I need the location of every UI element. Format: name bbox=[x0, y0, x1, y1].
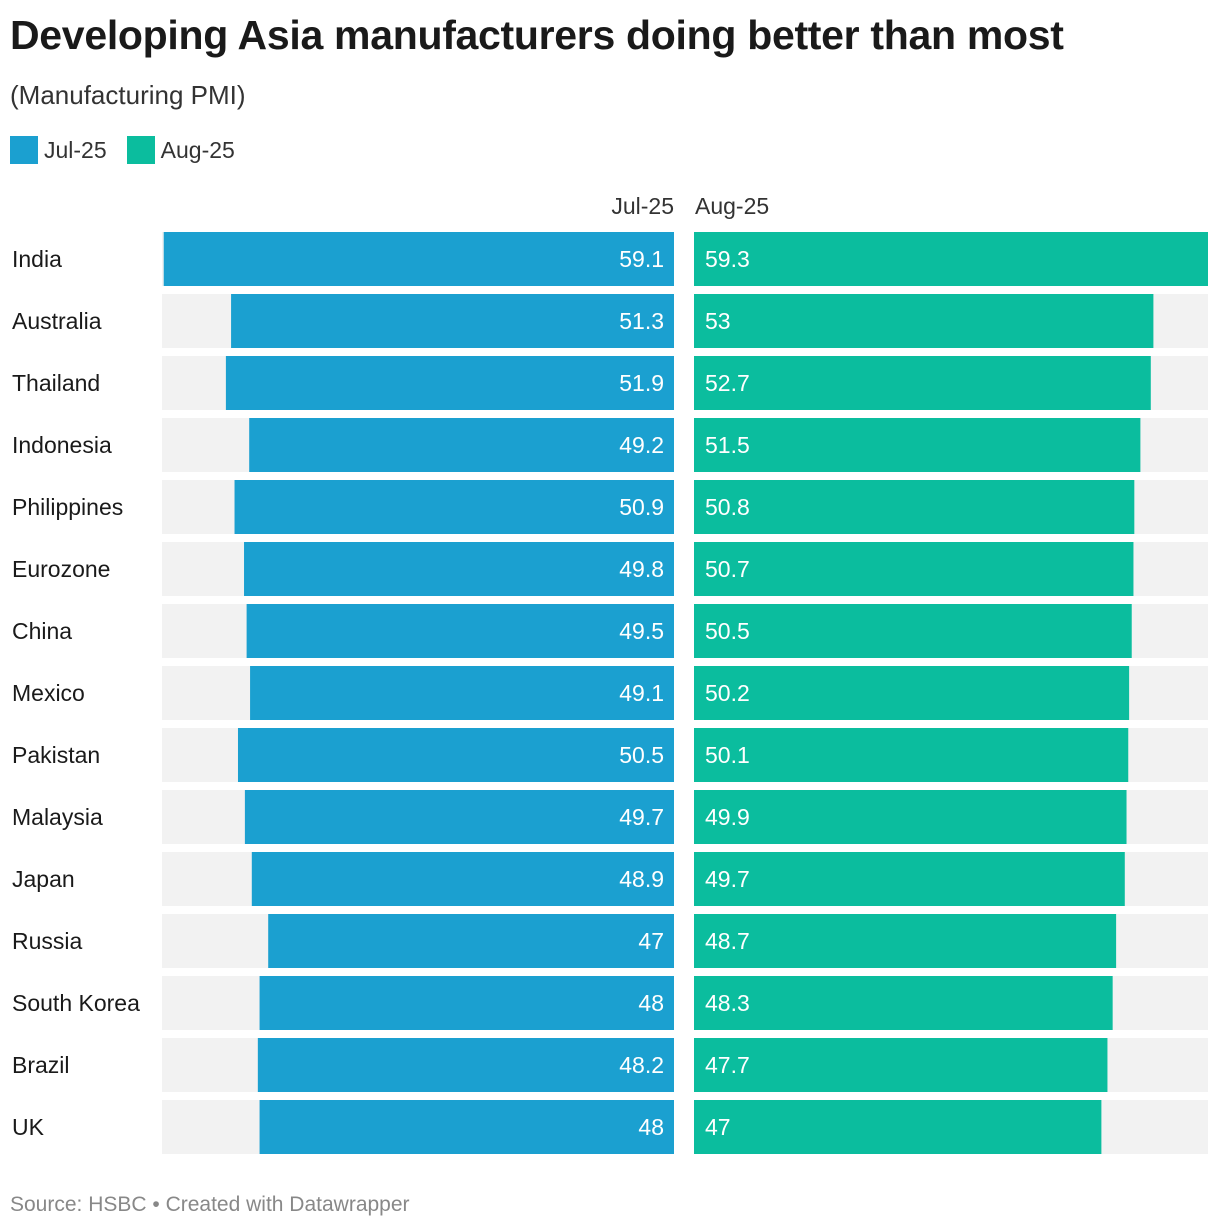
bar-aug-brazil bbox=[694, 1038, 1108, 1092]
row-label-thailand: Thailand bbox=[12, 370, 100, 396]
bar-aug-eurozone bbox=[694, 542, 1134, 596]
value-aug-china: 50.5 bbox=[705, 618, 750, 644]
bar-aug-india bbox=[694, 232, 1208, 286]
bar-jul-eurozone bbox=[244, 542, 674, 596]
value-aug-pakistan: 50.1 bbox=[705, 742, 750, 768]
row-label-malaysia: Malaysia bbox=[12, 804, 103, 830]
value-jul-india: 59.1 bbox=[619, 246, 664, 272]
row-label-japan: Japan bbox=[12, 866, 75, 892]
legend-label-aug: Aug-25 bbox=[160, 136, 235, 163]
bar-jul-russia bbox=[268, 914, 674, 968]
value-jul-malaysia: 49.7 bbox=[619, 804, 664, 830]
value-aug-japan: 49.7 bbox=[705, 866, 750, 892]
row-label-china: China bbox=[12, 618, 72, 644]
value-jul-china: 49.5 bbox=[619, 618, 664, 644]
bar-aug-south-korea bbox=[694, 976, 1113, 1030]
legend-item-aug: Aug-25 bbox=[126, 136, 235, 164]
value-aug-australia: 53 bbox=[705, 308, 731, 334]
bar-jul-philippines bbox=[234, 480, 675, 534]
value-aug-south-korea: 48.3 bbox=[705, 990, 750, 1016]
row-label-russia: Russia bbox=[12, 928, 83, 954]
column-header-aug: Aug-25 bbox=[695, 193, 770, 219]
bar-aug-japan bbox=[694, 852, 1125, 906]
legend-swatch-jul bbox=[10, 136, 38, 164]
bar-aug-philippines bbox=[694, 480, 1135, 534]
value-jul-south-korea: 48 bbox=[638, 990, 664, 1016]
row-label-india: India bbox=[12, 246, 62, 272]
value-aug-eurozone: 50.7 bbox=[705, 556, 750, 582]
bar-aug-thailand bbox=[694, 356, 1151, 410]
row-label-philippines: Philippines bbox=[12, 494, 123, 520]
bar-aug-uk bbox=[694, 1100, 1102, 1154]
bar-jul-mexico bbox=[250, 666, 675, 720]
value-jul-mexico: 49.1 bbox=[619, 680, 664, 706]
legend-item-jul: Jul-25 bbox=[10, 136, 107, 164]
row-label-indonesia: Indonesia bbox=[12, 432, 112, 458]
value-jul-uk: 48 bbox=[638, 1114, 664, 1140]
bar-jul-uk bbox=[259, 1100, 674, 1154]
legend-swatch-aug bbox=[126, 136, 155, 164]
value-jul-japan: 48.9 bbox=[619, 866, 664, 892]
row-label-south-korea: South Korea bbox=[12, 990, 140, 1016]
bar-jul-malaysia bbox=[244, 790, 674, 844]
bar-aug-mexico bbox=[694, 666, 1130, 720]
row-label-pakistan: Pakistan bbox=[12, 742, 100, 768]
row-label-uk: UK bbox=[12, 1114, 45, 1140]
value-aug-indonesia: 51.5 bbox=[705, 432, 750, 458]
bar-jul-south-korea bbox=[259, 976, 674, 1030]
column-header-jul: Jul-25 bbox=[611, 193, 674, 219]
chart-title: Developing Asia manufacturers doing bett… bbox=[10, 12, 1064, 58]
value-jul-eurozone: 49.8 bbox=[619, 556, 664, 582]
bar-jul-thailand bbox=[225, 356, 674, 410]
value-jul-pakistan: 50.5 bbox=[619, 742, 664, 768]
value-aug-philippines: 50.8 bbox=[705, 494, 750, 520]
legend: Jul-25 Aug-25 bbox=[10, 136, 235, 164]
value-jul-thailand: 51.9 bbox=[619, 370, 664, 396]
row-label-mexico: Mexico bbox=[12, 680, 85, 706]
bar-aug-pakistan bbox=[694, 728, 1129, 782]
value-jul-russia: 47 bbox=[638, 928, 664, 954]
value-jul-indonesia: 49.2 bbox=[619, 432, 664, 458]
value-aug-malaysia: 49.9 bbox=[705, 804, 750, 830]
bar-jul-brazil bbox=[257, 1038, 674, 1092]
bar-jul-india bbox=[163, 232, 674, 286]
value-jul-australia: 51.3 bbox=[619, 308, 664, 334]
row-label-australia: Australia bbox=[12, 308, 102, 334]
bar-jul-japan bbox=[251, 852, 675, 906]
bar-aug-russia bbox=[694, 914, 1117, 968]
value-aug-brazil: 47.7 bbox=[705, 1052, 750, 1078]
value-jul-philippines: 50.9 bbox=[619, 494, 664, 520]
source-note: Source: HSBC • Created with Datawrapper bbox=[10, 1193, 410, 1216]
value-aug-russia: 48.7 bbox=[705, 928, 750, 954]
bar-jul-china bbox=[246, 604, 674, 658]
bar-aug-indonesia bbox=[694, 418, 1141, 472]
bar-jul-australia bbox=[231, 294, 674, 348]
bar-jul-indonesia bbox=[249, 418, 674, 472]
value-aug-mexico: 50.2 bbox=[705, 680, 750, 706]
bar-aug-malaysia bbox=[694, 790, 1127, 844]
legend-label-jul: Jul-25 bbox=[44, 136, 107, 163]
bar-aug-china bbox=[694, 604, 1132, 658]
row-label-eurozone: Eurozone bbox=[12, 556, 110, 582]
value-aug-india: 59.3 bbox=[705, 246, 750, 272]
bar-aug-australia bbox=[694, 294, 1154, 348]
value-aug-thailand: 52.7 bbox=[705, 370, 750, 396]
value-jul-brazil: 48.2 bbox=[619, 1052, 664, 1078]
row-label-brazil: Brazil bbox=[12, 1052, 70, 1078]
bar-jul-pakistan bbox=[237, 728, 674, 782]
value-aug-uk: 47 bbox=[705, 1114, 731, 1140]
chart-subtitle: (Manufacturing PMI) bbox=[10, 80, 246, 110]
